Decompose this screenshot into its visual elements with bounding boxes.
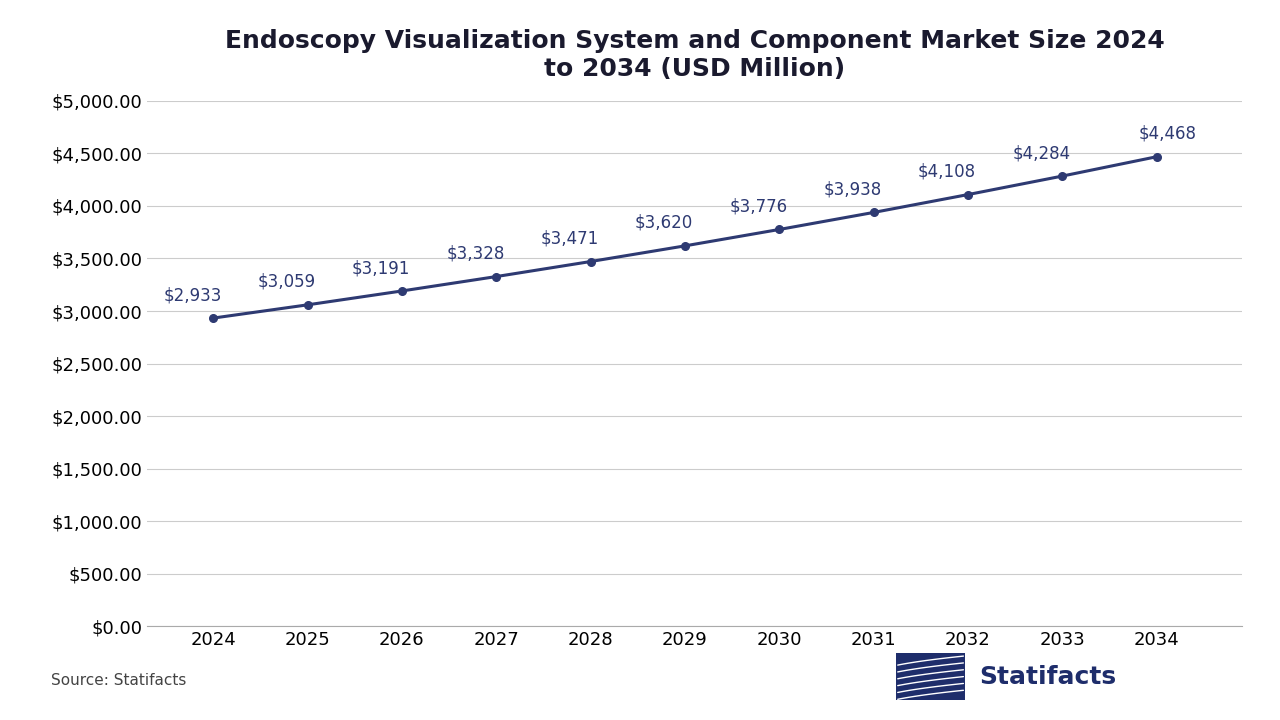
Text: $3,776: $3,776	[730, 197, 787, 215]
Text: Statifacts: Statifacts	[979, 665, 1116, 689]
Title: Endoscopy Visualization System and Component Market Size 2024
to 2034 (USD Milli: Endoscopy Visualization System and Compo…	[224, 29, 1165, 81]
Bar	[896, 654, 965, 700]
Text: $3,328: $3,328	[447, 245, 504, 263]
Text: $4,108: $4,108	[918, 163, 977, 181]
Text: $4,284: $4,284	[1012, 144, 1070, 162]
Text: $3,191: $3,191	[352, 259, 411, 277]
Text: $2,933: $2,933	[164, 286, 221, 304]
Text: $3,471: $3,471	[540, 230, 599, 248]
Text: $3,938: $3,938	[824, 181, 882, 199]
Text: $3,620: $3,620	[635, 214, 694, 232]
Text: Source: Statifacts: Source: Statifacts	[51, 672, 187, 688]
Text: $4,468: $4,468	[1139, 125, 1197, 143]
Text: $3,059: $3,059	[257, 273, 316, 291]
